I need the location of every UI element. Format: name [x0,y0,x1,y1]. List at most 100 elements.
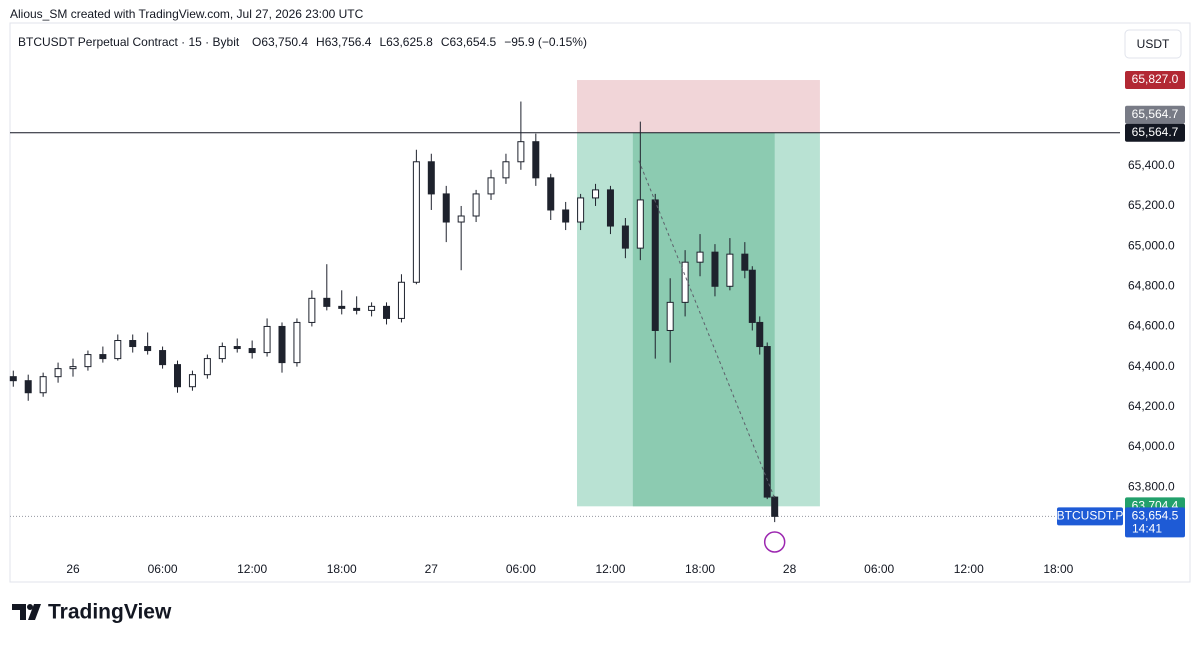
candle-body [263,325,271,354]
x-tick-label: 18:00 [1043,562,1073,576]
candle-body [651,199,659,331]
candle-body [457,215,465,223]
ohlc-value: H63,756.4 [316,35,372,49]
candle-body [353,307,361,311]
candle-body [233,346,241,350]
y-tick-label: 63,800.0 [1128,479,1175,493]
candle-body [54,368,62,378]
candle-body [472,193,480,217]
candle-body [159,350,167,366]
x-tick-label: 28 [783,562,797,576]
candle-body [741,253,749,271]
y-tick-label: 65,000.0 [1128,238,1175,252]
watermark-logo [12,604,41,620]
entry-label-box [1125,123,1185,142]
stop-label: 65,827.0 [1132,72,1179,86]
y-tick-label: 65,400.0 [1128,158,1175,172]
candle-body [278,325,286,364]
candle-body [562,209,570,223]
x-tick-label: 18:00 [685,562,715,576]
x-tick-label: 06:00 [148,562,178,576]
candle-body [577,197,585,223]
candle-body [69,366,77,370]
candle-body [487,177,495,195]
candle-body [636,199,644,249]
x-tick-label: 18:00 [327,562,357,576]
stop-label-box [1125,71,1185,90]
symbol-tag: BTCUSDT.P [1057,509,1124,523]
candle-body [726,253,734,287]
y-tick-label: 64,800.0 [1128,278,1175,292]
candle-body [99,354,107,360]
candle-body [532,141,540,179]
candle-body [383,305,391,319]
currency[interactable]: USDT [1137,37,1170,51]
ohlc-value: −95.9 (−0.15%) [504,35,587,49]
candle-body [338,305,346,309]
entry-label: 65,564.7 [1132,125,1179,139]
candle-body [681,261,689,303]
y-tick-label: 64,600.0 [1128,319,1175,333]
candle-body [84,354,92,368]
candle-body [412,161,420,283]
symbol-tag-box [1057,507,1123,526]
candle-body [203,358,211,376]
candle-body [323,297,331,307]
y-tick-label: 64,400.0 [1128,359,1175,373]
x-tick-label: 26 [66,562,80,576]
alert-icon [763,531,786,553]
stop-zone [577,80,820,133]
candle-body [188,374,196,388]
ohlc-value: L63,625.8 [379,35,433,49]
symbol-title: BTCUSDT Perpetual Contract · 15 · Bybit [18,35,240,49]
candle-body [39,376,47,394]
candle-body [748,269,756,323]
candle-body [293,321,301,364]
trade-path [638,160,776,499]
candle-body [9,376,17,382]
candle-body [517,141,525,163]
candle-body [218,346,226,360]
y-tick-label: 65,200.0 [1128,198,1175,212]
pane-border [9,22,1191,583]
candle-body [666,301,674,331]
x-tick-label: 06:00 [864,562,894,576]
candle-body [763,346,771,498]
x-tick-label: 12:00 [954,562,984,576]
candle-body [368,305,376,311]
candle-body [397,281,405,319]
candle-body [442,193,450,223]
ohlc-value: C63,654.5 [441,35,497,49]
candle-body [144,346,152,352]
candle-body [248,348,256,354]
x-tick-label: 12:00 [595,562,625,576]
candle-body [427,161,435,195]
watermark: TradingView [48,601,172,624]
candle-body [24,380,32,394]
credit: Alious_SM created with TradingView.com, … [10,7,364,21]
candle-body [771,496,779,517]
candle-body [547,177,555,211]
currency-button[interactable] [1124,29,1182,59]
candle-body [756,321,764,348]
candle-body [592,189,600,199]
candle-body [606,189,614,227]
ohlc-value: O63,750.4 [252,35,308,49]
last-price-label: 63,654.5 [1132,509,1179,523]
entry-hover-box [1125,105,1185,124]
x-tick-label: 12:00 [237,562,267,576]
candle-body [114,340,122,360]
candle-body [502,161,510,179]
candle-body [711,251,719,287]
candle-body [129,340,137,348]
y-tick-label: 64,000.0 [1128,439,1175,453]
x-tick-label: 06:00 [506,562,536,576]
candle-body [174,364,182,388]
y-tick-label: 64,200.0 [1128,399,1175,413]
countdown: 14:41 [1132,522,1162,536]
candle-body [308,297,316,323]
x-tick-label: 27 [425,562,439,576]
entry-hover-label: 65,564.7 [1132,107,1179,121]
